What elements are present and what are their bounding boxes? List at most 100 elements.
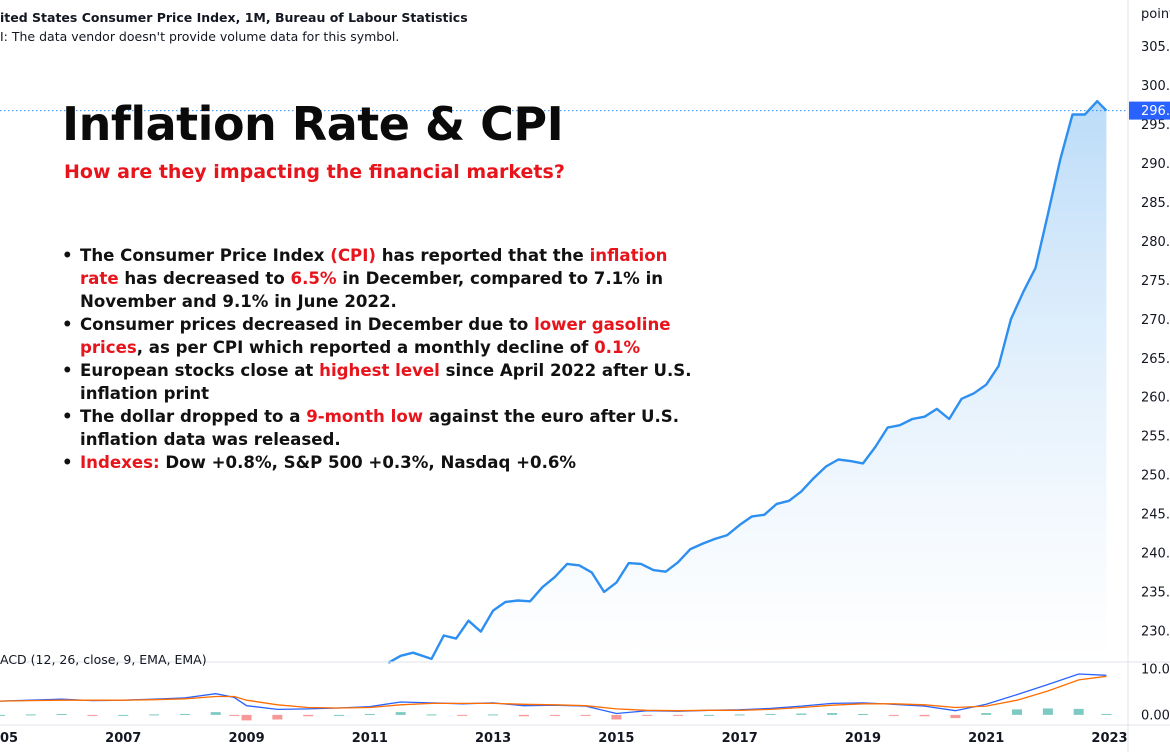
macd-hist-bar [1073,708,1084,715]
bullet-text: has decreased to [118,269,291,288]
macd-hist-bar [1012,709,1023,715]
macd-hist-bar [950,714,961,719]
macd-hist-bar [827,713,838,715]
macd-hist-bar [611,714,622,720]
y-tick-label: 240. [1141,546,1170,561]
x-tick-label: 2019 [845,731,881,746]
macd-hist-bar [1042,708,1053,715]
y-tick-label: 265. [1141,352,1170,367]
macd-hist-bar [87,714,98,716]
bullet-list: The Consumer Price Index (CPI) has repor… [62,244,702,474]
macd-hist-bar [703,714,714,716]
signal-line [0,675,1107,712]
x-tick-label: 2015 [598,731,634,746]
macd-hist-bar [488,714,499,716]
macd-hist-bar [857,713,868,715]
macd-hist-bar [229,714,240,716]
bullet-text: in December, compared to 7.1% in Novembe… [80,269,664,311]
macd-hist-bar [580,714,591,716]
macd-hist-bar [334,714,345,716]
macd-hist-bar [395,712,406,715]
x-tick-label: 2011 [352,731,388,746]
macd-hist-bar [457,714,468,716]
y-axis-unit: point [1141,7,1170,22]
macd-line [0,673,1107,715]
y-tick-label: 305. [1141,40,1170,55]
macd-hist-bar [0,714,5,716]
macd-hist-bar [149,714,160,716]
bullet-text: The Consumer Price Index [80,246,331,265]
macd-hist-bar [210,712,221,715]
macd-hist-bar [673,714,684,716]
macd-hist-bar [179,713,190,715]
macd-hist-bar [364,713,375,715]
macd-hist-bar [919,714,930,717]
macd-hist-bar [303,714,314,717]
highlight-text: inflation rate [80,246,668,288]
bullet-item: The Consumer Price Index (CPI) has repor… [62,244,702,313]
bullet-item: Consumer prices decreased in December du… [62,313,702,359]
macd-hist-bar [241,714,252,721]
cpi-area [388,101,1107,663]
y-tick-label: 285. [1141,196,1170,211]
bullet-text: since April 2022 after U.S. inflation pr… [80,361,692,403]
y-tick-label: 245. [1141,508,1170,523]
macd-hist-bar [765,713,776,715]
macd-hist-bar [796,713,807,715]
cpi-line [387,100,1108,664]
symbol-title: ited States Consumer Price Index, 1M, Bu… [0,10,468,25]
y-tick-label: 290. [1141,157,1170,172]
y-tick-label: 280. [1141,235,1170,250]
y-tick-label: 300. [1141,79,1170,94]
y-tick-label: 260. [1141,391,1170,406]
macd-hist-bar [549,714,560,716]
x-tick-label: 05 [0,731,18,746]
bullet-text: Consumer prices decreased in December du… [80,315,535,334]
bullet-text: European stocks close at [80,361,320,380]
macd-hist-bar [981,713,992,715]
bullet-text: Dow +0.8%, S&P 500 +0.3%, Nasdaq +0.6% [159,453,577,472]
highlight-text: (CPI) [330,246,376,265]
subheadline: How are they impacting the financial mar… [64,161,565,183]
macd-y-tick-label: 10.0 [1141,662,1170,677]
macd-hist-bar [118,714,129,716]
bullet-text: , as per CPI which reported a monthly de… [136,338,595,357]
x-tick-label: 2009 [228,731,264,746]
macd-hist-bar [272,714,283,720]
highlight-text: 9-month low [306,407,424,426]
macd-hist-bar [734,714,745,716]
macd-hist-bar [426,714,437,716]
x-tick-label: 2021 [968,731,1004,746]
x-tick-label: 2007 [105,731,141,746]
bullet-text: The dollar dropped to a [80,407,307,426]
y-tick-label: 270. [1141,313,1170,328]
macd-indicator-label[interactable]: ACD (12, 26, close, 9, EMA, EMA) [0,652,207,667]
last-price-badge [1129,101,1170,120]
y-tick-label: 255. [1141,430,1170,445]
bullet-item: European stocks close at highest level s… [62,359,702,405]
last-price-label: 296. [1141,104,1170,119]
bullet-text: against the euro after U.S. inflation da… [80,407,680,449]
bullet-text: has reported that the [375,246,590,265]
y-tick-label: 235. [1141,585,1170,600]
y-tick-label: 275. [1141,274,1170,289]
x-tick-label: 2017 [722,731,758,746]
highlight-text: 6.5% [290,269,337,288]
macd-hist-bar [642,714,653,716]
bullet-item: The dollar dropped to a 9-month low agai… [62,405,702,451]
y-tick-label: 230. [1141,624,1170,639]
macd-y-tick-label: 0.00 [1141,708,1170,723]
headline: Inflation Rate & CPI [62,97,564,151]
y-tick-label: 295. [1141,118,1170,133]
highlight-text: Indexes: [80,453,160,472]
y-tick-label: 250. [1141,469,1170,484]
macd-hist-bar [518,714,529,717]
x-tick-label: 2023 [1091,731,1127,746]
x-tick-label: 2013 [475,731,511,746]
highlight-text: 0.1% [594,338,641,357]
macd-hist-bar [56,713,67,715]
macd-hist-bar [25,714,36,716]
macd-hist-bar [888,714,899,716]
highlight-text: highest level [319,361,440,380]
